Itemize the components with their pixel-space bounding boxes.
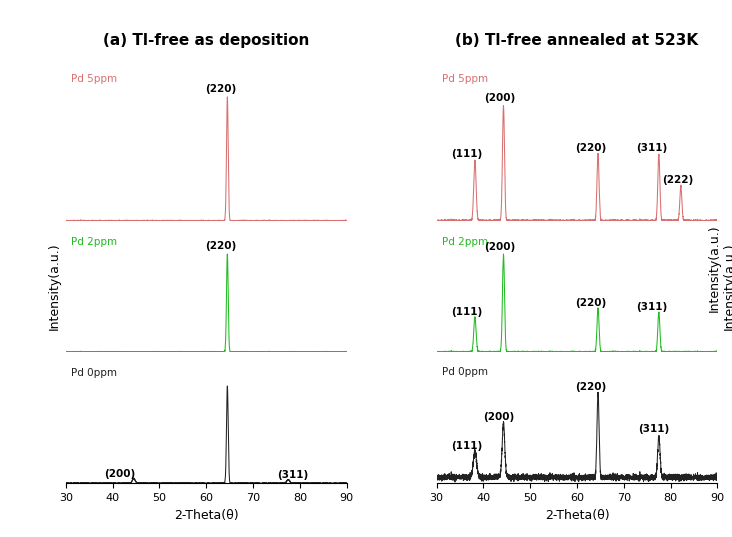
Y-axis label: Intensity(a.u.): Intensity(a.u.) bbox=[723, 243, 732, 330]
Text: (220): (220) bbox=[575, 143, 607, 153]
Text: (311): (311) bbox=[636, 143, 668, 153]
Text: (111): (111) bbox=[452, 307, 482, 316]
X-axis label: 2-Theta(θ): 2-Theta(θ) bbox=[174, 509, 239, 521]
Text: Intensity(a.u.): Intensity(a.u.) bbox=[708, 224, 721, 313]
Title: (b) Tl-free annealed at 523K: (b) Tl-free annealed at 523K bbox=[455, 33, 698, 48]
Text: Pd 0ppm: Pd 0ppm bbox=[72, 368, 118, 378]
Text: Pd 0ppm: Pd 0ppm bbox=[442, 367, 488, 377]
Text: (220): (220) bbox=[205, 242, 236, 251]
Text: (111): (111) bbox=[452, 149, 482, 159]
Text: (311): (311) bbox=[636, 302, 668, 311]
Text: (111): (111) bbox=[452, 441, 482, 451]
Text: (200): (200) bbox=[482, 412, 514, 422]
Text: Pd 5ppm: Pd 5ppm bbox=[442, 74, 488, 84]
Text: (220): (220) bbox=[205, 84, 236, 94]
Text: Pd 2ppm: Pd 2ppm bbox=[72, 236, 118, 246]
X-axis label: 2-Theta(θ): 2-Theta(θ) bbox=[545, 509, 609, 521]
Text: (200): (200) bbox=[104, 469, 135, 480]
Text: (311): (311) bbox=[277, 470, 308, 481]
Text: (222): (222) bbox=[662, 175, 693, 185]
Text: (220): (220) bbox=[575, 298, 607, 308]
Text: (200): (200) bbox=[484, 93, 515, 104]
Text: Pd 2ppm: Pd 2ppm bbox=[442, 236, 488, 246]
Y-axis label: Intensity(a.u.): Intensity(a.u.) bbox=[48, 243, 60, 330]
Text: Pd 5ppm: Pd 5ppm bbox=[72, 74, 118, 84]
Text: (220): (220) bbox=[575, 382, 607, 392]
Title: (a) Tl-free as deposition: (a) Tl-free as deposition bbox=[103, 33, 310, 48]
Text: (311): (311) bbox=[638, 424, 670, 434]
Text: (200): (200) bbox=[484, 242, 515, 251]
